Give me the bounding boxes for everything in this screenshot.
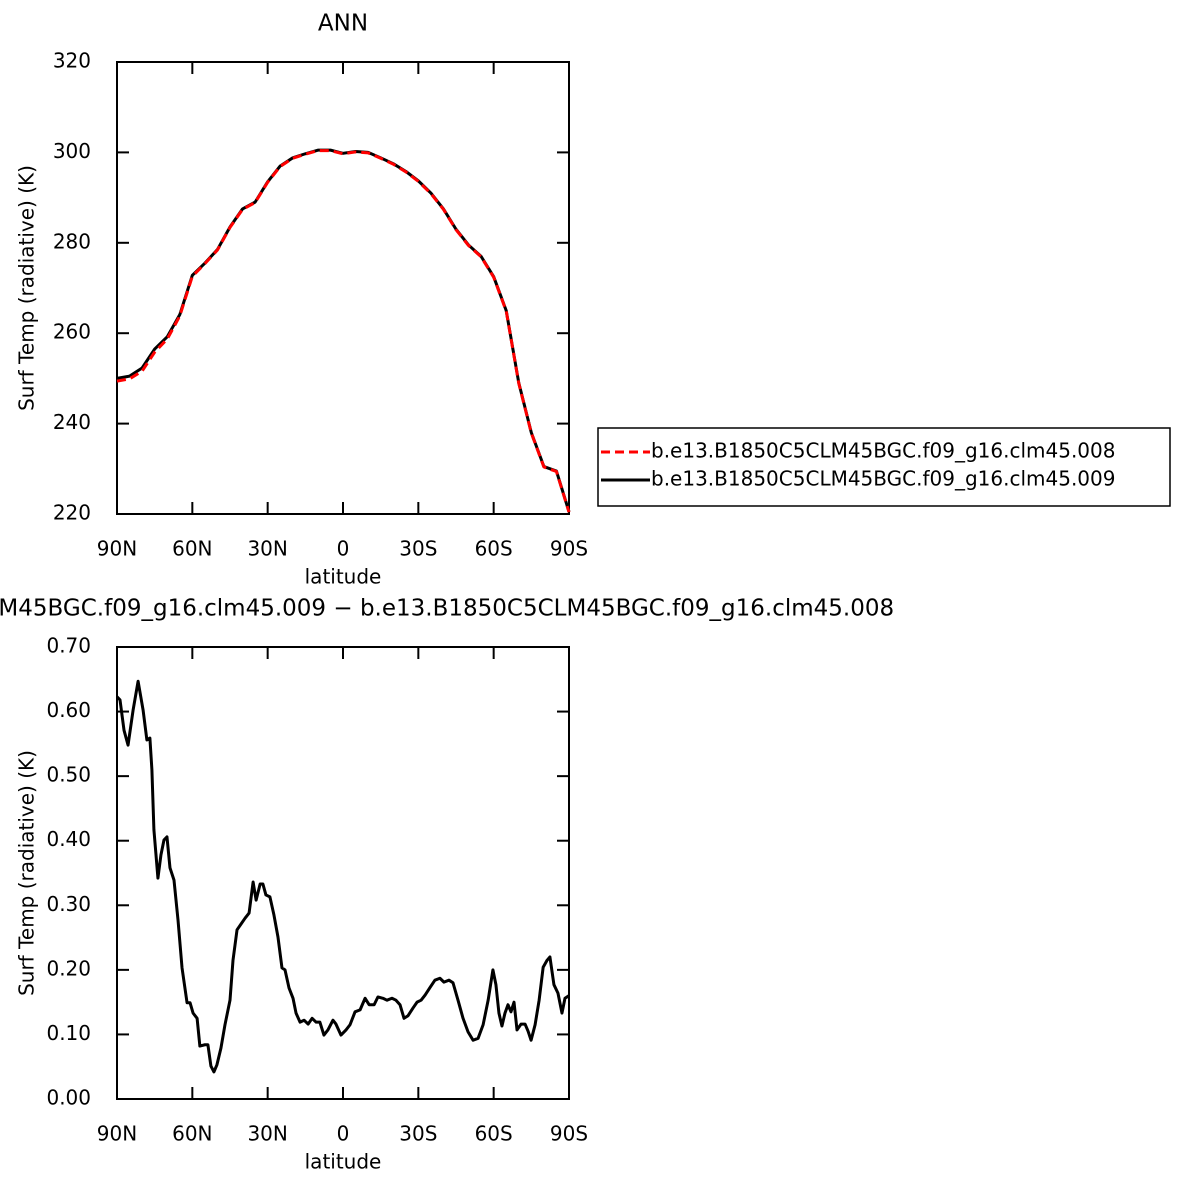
y-tick-label: 0.40 [46, 827, 91, 851]
x-tick-label: 30S [399, 1122, 437, 1146]
legend-box [597, 427, 1171, 507]
data-line [116, 148, 571, 513]
chart-title: b.e13.B1850C5CLM45BGC.f09_g16.clm45.009 … [0, 596, 894, 622]
y-tick-label: 0.70 [46, 634, 91, 658]
x-axis-label: latitude [305, 565, 382, 589]
data-line [115, 679, 570, 1074]
legend-label: b.e13.B1850C5CLM45BGC.f09_g16.clm45.008 [651, 439, 1115, 463]
y-axis-label: Surf Temp (radiative) (K) [15, 750, 39, 996]
x-tick-label: 0 [337, 1122, 350, 1146]
y-tick-label: 0.60 [46, 698, 91, 722]
y-tick-label: 220 [53, 501, 91, 525]
x-tick-label: 30S [399, 537, 437, 561]
y-tick-label: 0.20 [46, 956, 91, 980]
x-tick-label: 90N [97, 537, 137, 561]
y-tick-label: 0.30 [46, 892, 91, 916]
chart-title: ANN [318, 11, 368, 37]
x-tick-label: 90S [550, 1122, 588, 1146]
x-tick-label: 90S [550, 537, 588, 561]
y-tick-label: 240 [53, 410, 91, 434]
y-tick-label: 0.10 [46, 1021, 91, 1045]
x-tick-label: 90N [97, 1122, 137, 1146]
y-tick-label: 0.00 [46, 1086, 91, 1110]
x-tick-label: 30N [247, 537, 287, 561]
y-tick-label: 260 [53, 320, 91, 344]
x-axis-label: latitude [305, 1150, 382, 1174]
x-tick-label: 30N [247, 1122, 287, 1146]
x-tick-label: 60N [172, 537, 212, 561]
y-tick-label: 300 [53, 139, 91, 163]
x-tick-label: 60S [475, 1122, 513, 1146]
plot-frame [116, 646, 570, 1100]
plot-frame [116, 61, 570, 515]
legend-label: b.e13.B1850C5CLM45BGC.f09_g16.clm45.009 [651, 467, 1115, 491]
y-tick-label: 320 [53, 49, 91, 73]
x-tick-label: 0 [337, 537, 350, 561]
x-tick-label: 60S [475, 537, 513, 561]
y-tick-label: 0.50 [46, 763, 91, 787]
data-line [116, 149, 571, 513]
y-axis-label: Surf Temp (radiative) (K) [15, 165, 39, 411]
y-tick-label: 280 [53, 229, 91, 253]
x-tick-label: 60N [172, 1122, 212, 1146]
